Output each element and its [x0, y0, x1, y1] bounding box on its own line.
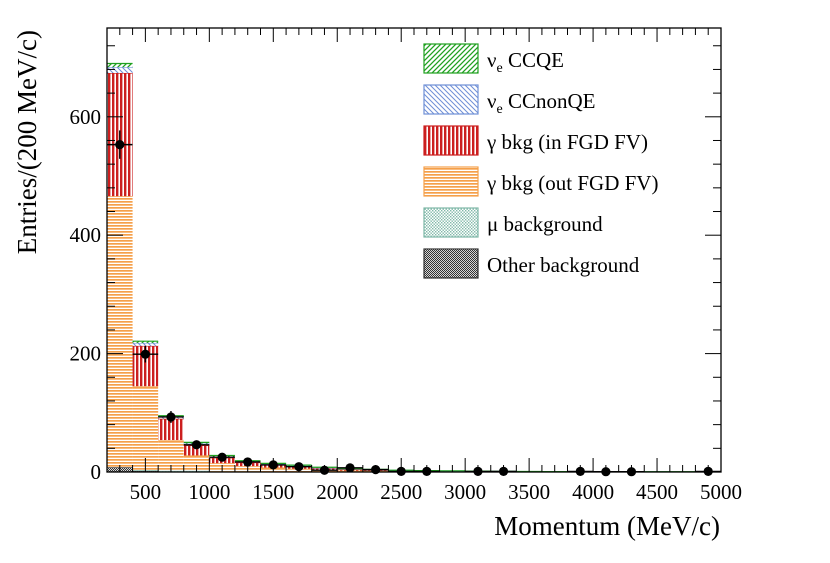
x-axis-label: Momentum (MeV/c) [494, 511, 720, 541]
x-tick-label: 4500 [636, 480, 678, 504]
x-tick-label: 2500 [380, 480, 422, 504]
x-tick-label: 5000 [700, 480, 742, 504]
y-tick-label: 200 [70, 342, 102, 366]
bar-ccqe-1 [132, 341, 159, 343]
y-tick-label: 0 [91, 460, 102, 484]
legend-label-ccqe: νe CCQE [487, 48, 564, 76]
data-point-1 [140, 349, 150, 359]
bar-ccqe-0 [107, 63, 133, 68]
data-point-4 [217, 452, 227, 462]
axes: 500 1000 1500 2000 2500 3000 3500 4000 4500 5000 0… [70, 27, 742, 504]
x-tick-label: 3000 [444, 480, 486, 504]
x-tick-label: 2000 [316, 480, 358, 504]
legend-label-ccnonqe: νe CCnonQE [487, 89, 595, 117]
y-tick-label: 600 [70, 105, 102, 129]
bar-ccnonqe-1 [132, 342, 159, 346]
legend-swatch-in [423, 125, 479, 156]
legend-swatch-ccqe [423, 43, 479, 74]
data-point-0 [115, 140, 125, 150]
legend-swatch-other [423, 248, 479, 279]
legend-label-in: γ bkg (in FGD FV) [486, 130, 648, 154]
x-tick-label: 1500 [252, 480, 294, 504]
bar-out-3 [183, 455, 210, 471]
legend: νe CCQE νe CCnonQE γ bkg (in FGD FV) γ bkg … [423, 43, 658, 279]
x-tick-label: 4000 [572, 480, 614, 504]
bar-in-3 [183, 445, 210, 456]
data-point-3 [191, 440, 202, 450]
bar-out-1 [132, 386, 159, 471]
data-point-2 [166, 412, 176, 422]
bar-out-0 [107, 196, 133, 468]
y-tick-label: 400 [70, 223, 102, 247]
plot-frame [106, 27, 722, 473]
legend-swatch-out [423, 166, 479, 197]
legend-swatch-mu [423, 207, 479, 238]
legend-label-out: γ bkg (out FGD FV) [486, 171, 658, 195]
legend-label-mu: μ background [487, 212, 603, 236]
legend-swatch-ccnonqe [423, 84, 479, 115]
bar-ccnonqe-0 [107, 67, 133, 73]
x-tick-label: 500 [130, 480, 162, 504]
data-point-5 [243, 457, 253, 467]
y-axis-label: Entries/(200 MeV/c) [12, 30, 42, 254]
bar-in-2 [158, 418, 184, 441]
x-tick-label: 1000 [188, 480, 230, 504]
x-tick-label: 3500 [508, 480, 550, 504]
legend-label-other: Other background [487, 253, 640, 277]
